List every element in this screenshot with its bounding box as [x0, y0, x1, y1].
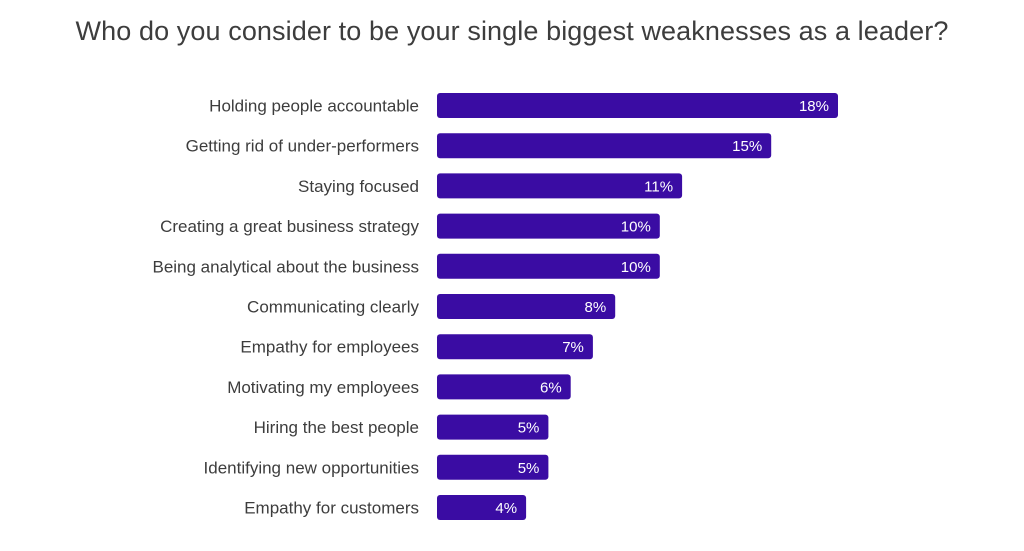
category-label: Being analytical about the business — [152, 257, 419, 276]
category-label: Staying focused — [298, 177, 419, 196]
bar — [437, 93, 838, 118]
category-label: Identifying new opportunities — [204, 458, 419, 477]
bar — [437, 414, 549, 440]
value-label: 7% — [562, 339, 584, 356]
value-label: 15% — [732, 138, 762, 155]
value-label: 5% — [518, 420, 540, 437]
category-label: Communicating clearly — [247, 298, 419, 317]
category-label: Holding people accountable — [209, 97, 419, 116]
category-label: Motivating my employees — [227, 378, 419, 397]
value-label: 6% — [540, 379, 562, 396]
bar — [437, 213, 660, 239]
value-label: 10% — [621, 259, 651, 276]
category-label: Empathy for employees — [240, 338, 419, 357]
value-label: 11% — [644, 178, 673, 195]
category-label: Creating a great business strategy — [160, 217, 419, 236]
value-label: 18% — [799, 98, 829, 115]
value-label: 8% — [585, 299, 607, 316]
bar — [437, 294, 616, 319]
bar — [437, 173, 683, 199]
value-label: 5% — [518, 460, 540, 477]
bar — [437, 334, 593, 360]
chart-title: Who do you consider to be your single bi… — [75, 16, 949, 46]
bar — [437, 454, 549, 480]
bar — [437, 253, 660, 279]
category-label: Getting rid of under-performers — [186, 137, 419, 156]
category-label: Empathy for customers — [244, 499, 419, 518]
bar — [437, 133, 772, 159]
category-label: Hiring the best people — [254, 418, 419, 437]
bar — [437, 495, 527, 520]
value-label: 4% — [495, 500, 517, 517]
bar — [437, 374, 571, 400]
value-label: 10% — [621, 219, 651, 236]
